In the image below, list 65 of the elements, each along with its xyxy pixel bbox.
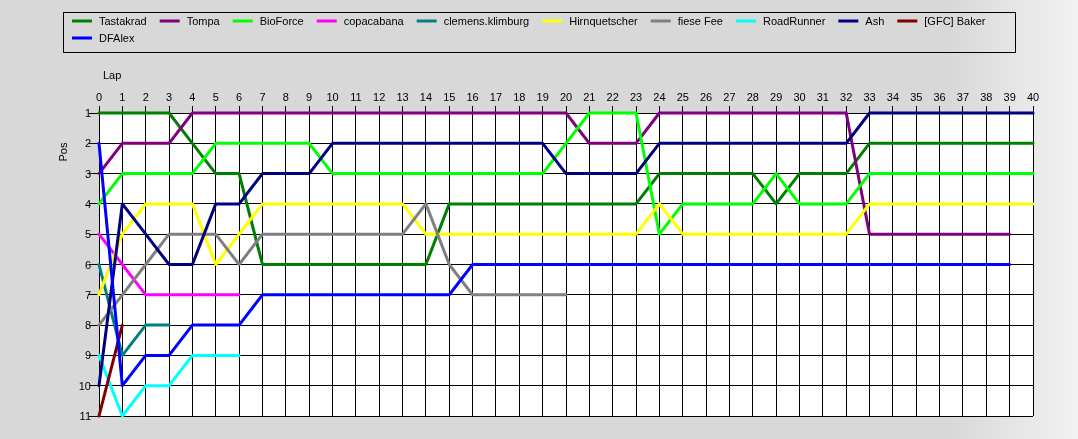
x-tick-label: 0 [95, 91, 103, 103]
x-tick-label: 5 [212, 91, 219, 103]
x-tick-label: 36 [933, 91, 946, 103]
x-tick-label: 32 [840, 91, 853, 103]
y-tick-label: 8 [84, 319, 91, 332]
legend-label: RoadRunner [762, 15, 826, 27]
x-tick-label: 2 [142, 91, 149, 103]
x-tick-label: 8 [282, 91, 289, 103]
y-tick-label: 3 [84, 167, 91, 180]
x-tick-label: 1 [119, 91, 126, 103]
x-tick-label: 21 [583, 91, 596, 103]
x-tick-label: 30 [793, 91, 806, 103]
y-tick-label: 7 [84, 288, 91, 301]
x-tick-label: 13 [396, 91, 409, 103]
x-tick-label: 19 [536, 91, 549, 103]
y-tick-label: 11 [79, 410, 91, 422]
line-series [97, 202, 1035, 297]
x-tick-label: 3 [165, 91, 173, 103]
legend-label: copacabana [343, 15, 405, 27]
x-tick-label: 35 [910, 91, 923, 103]
legend-label: Ash [865, 15, 885, 27]
x-axis-title: Lap [103, 69, 122, 81]
x-tick-label: 7 [259, 91, 266, 103]
x-tick-label: 22 [606, 91, 619, 103]
x-tick-label: 17 [489, 91, 503, 103]
x-tick-label: 18 [513, 91, 526, 103]
x-tick-label: 24 [653, 91, 666, 103]
legend-label: Hirnquetscher [569, 15, 639, 27]
x-tick-label: 27 [723, 91, 736, 103]
x-tick-label: 4 [189, 91, 196, 103]
x-tick-label: 14 [419, 91, 433, 103]
x-tick-label: 37 [956, 91, 970, 103]
legend-label: DFAlex [99, 32, 135, 44]
line-series [97, 111, 1035, 266]
x-tick-label: 25 [676, 91, 689, 103]
x-tick-label: 39 [1003, 91, 1016, 103]
legend-label: BioForce [259, 15, 304, 27]
x-tick-label: 20 [559, 91, 573, 103]
y-axis-title: Pos [57, 142, 69, 162]
x-tick-label: 11 [350, 91, 362, 103]
y-tick-label: 10 [78, 379, 91, 392]
x-tick-label: 10 [326, 91, 339, 103]
x-tick-label: 12 [373, 91, 386, 103]
y-tick-label: 2 [84, 137, 91, 150]
x-tick-label: 28 [746, 91, 759, 103]
x-tick-label: 15 [443, 91, 456, 103]
legend-label: fiese Fee [677, 15, 723, 27]
x-tick-label: 23 [629, 91, 643, 103]
legend-label: clemens.klimburg [443, 15, 530, 27]
x-tick-label: 40 [1026, 91, 1040, 103]
y-tick-label: 6 [84, 258, 91, 271]
x-tick-label: 26 [699, 91, 713, 103]
x-tick-label: 38 [980, 91, 993, 103]
line-series [97, 202, 568, 327]
legend-label: Tastakrad [99, 15, 147, 27]
legend-label: [GFC] Baker [924, 15, 986, 27]
y-tick-label: 1 [84, 107, 91, 119]
x-tick-label: 9 [306, 91, 313, 103]
legend-label: Tompa [186, 15, 221, 27]
x-tick-label: 29 [770, 91, 783, 103]
x-tick-label: 6 [236, 91, 243, 103]
x-tick-label: 31 [816, 91, 829, 103]
x-tick-label: 34 [886, 91, 900, 103]
x-tick-label: 33 [863, 91, 876, 103]
x-tick-label: 16 [466, 91, 479, 103]
